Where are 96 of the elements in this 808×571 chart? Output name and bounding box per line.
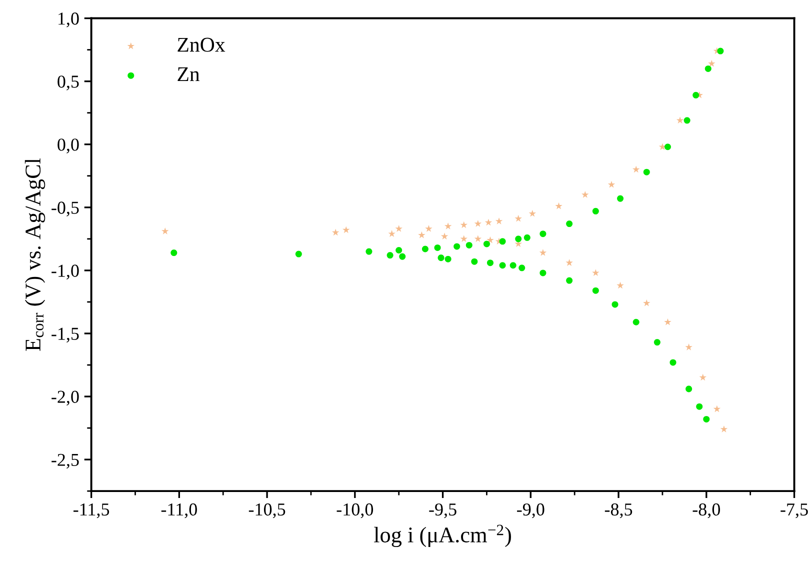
point bbox=[515, 236, 522, 242]
point bbox=[162, 228, 169, 234]
point bbox=[708, 60, 716, 67]
point bbox=[170, 250, 178, 256]
point bbox=[342, 226, 350, 234]
legend-label: Zn bbox=[178, 67, 200, 82]
point bbox=[499, 238, 506, 245]
x-tick-label: -9,0 bbox=[517, 503, 544, 518]
point bbox=[495, 217, 503, 224]
point bbox=[555, 202, 562, 210]
point bbox=[395, 225, 402, 232]
point bbox=[592, 208, 599, 214]
point bbox=[676, 116, 684, 124]
point bbox=[685, 344, 692, 350]
point bbox=[454, 243, 460, 250]
point bbox=[703, 416, 710, 422]
point bbox=[518, 264, 526, 272]
point bbox=[592, 287, 599, 294]
point bbox=[528, 210, 536, 217]
point bbox=[540, 270, 546, 276]
point bbox=[664, 144, 671, 150]
point bbox=[686, 386, 692, 392]
x-tick-label: -9,5 bbox=[429, 503, 456, 518]
point bbox=[684, 117, 690, 124]
point bbox=[486, 260, 494, 266]
y-axis-title: E$_{corr}$ (V) vs. Ag/AgCl bbox=[24, 158, 46, 351]
point bbox=[608, 180, 616, 188]
point bbox=[699, 374, 706, 381]
point bbox=[366, 248, 372, 255]
point bbox=[444, 256, 452, 262]
point bbox=[434, 244, 441, 251]
x-tick-label: -10,5 bbox=[248, 503, 286, 518]
point bbox=[295, 250, 302, 258]
point bbox=[444, 222, 452, 230]
point bbox=[471, 258, 478, 265]
point bbox=[643, 168, 650, 176]
point bbox=[438, 254, 444, 262]
point bbox=[524, 234, 530, 241]
y-tick-label: 1,0 bbox=[58, 12, 79, 28]
point bbox=[582, 190, 589, 198]
point bbox=[460, 235, 468, 242]
point bbox=[592, 269, 600, 276]
point bbox=[664, 318, 672, 326]
point bbox=[514, 214, 522, 222]
point bbox=[617, 195, 624, 202]
y-tick-label: 0,0 bbox=[58, 138, 79, 154]
x-axis-title: log i (μA.cm$^{−2}$) bbox=[374, 524, 511, 548]
y-tick-label: -1,0 bbox=[52, 264, 79, 280]
point bbox=[566, 259, 573, 266]
point bbox=[616, 282, 624, 289]
point bbox=[474, 235, 482, 242]
point bbox=[418, 231, 426, 238]
point bbox=[632, 318, 640, 326]
point bbox=[460, 221, 468, 228]
point bbox=[539, 248, 547, 256]
x-tick-label: -8,0 bbox=[692, 503, 720, 518]
y-tick-label: -2,5 bbox=[52, 454, 79, 469]
y-tick-label: -1,5 bbox=[52, 328, 79, 343]
y-tick-label: -0,5 bbox=[52, 202, 79, 216]
point bbox=[566, 277, 573, 284]
point bbox=[540, 230, 546, 238]
point bbox=[388, 230, 396, 237]
legend-label: ZnOx bbox=[178, 38, 226, 52]
x-tick-label: -11,0 bbox=[161, 503, 197, 518]
point bbox=[486, 236, 494, 244]
point bbox=[484, 218, 492, 226]
point bbox=[499, 262, 506, 269]
point bbox=[717, 48, 724, 54]
point bbox=[483, 240, 490, 248]
point bbox=[632, 166, 640, 173]
point bbox=[670, 359, 676, 366]
point bbox=[425, 225, 432, 232]
point bbox=[612, 301, 618, 308]
point bbox=[422, 246, 428, 252]
point bbox=[399, 253, 406, 260]
point bbox=[440, 232, 448, 240]
point bbox=[720, 425, 728, 432]
point bbox=[466, 242, 472, 248]
point bbox=[692, 92, 700, 98]
point bbox=[386, 252, 394, 259]
x-tick-label: -10,0 bbox=[336, 503, 374, 518]
point bbox=[566, 220, 573, 228]
point bbox=[510, 262, 516, 269]
x-tick-label: -7,5 bbox=[780, 504, 808, 518]
point bbox=[654, 339, 660, 346]
point bbox=[704, 65, 712, 72]
point bbox=[396, 246, 402, 254]
x-tick-label: -11,5 bbox=[74, 503, 110, 518]
point bbox=[474, 220, 482, 227]
point bbox=[696, 403, 703, 410]
y-tick-label: 0,5 bbox=[58, 76, 79, 90]
point bbox=[332, 228, 340, 236]
point bbox=[643, 299, 650, 306]
x-tick-label: -8,5 bbox=[604, 503, 632, 518]
point bbox=[713, 405, 721, 412]
y-tick-label: -2,0 bbox=[52, 390, 79, 406]
